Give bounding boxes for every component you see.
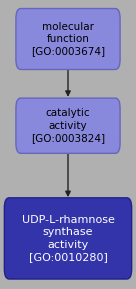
Text: molecular
function
[GO:0003674]: molecular function [GO:0003674] <box>31 22 105 56</box>
Text: catalytic
activity
[GO:0003824]: catalytic activity [GO:0003824] <box>31 108 105 143</box>
FancyBboxPatch shape <box>16 98 120 153</box>
Text: UDP-L-rhamnose
synthase
activity
[GO:0010280]: UDP-L-rhamnose synthase activity [GO:001… <box>22 215 114 262</box>
FancyBboxPatch shape <box>16 9 120 70</box>
FancyBboxPatch shape <box>4 198 132 279</box>
